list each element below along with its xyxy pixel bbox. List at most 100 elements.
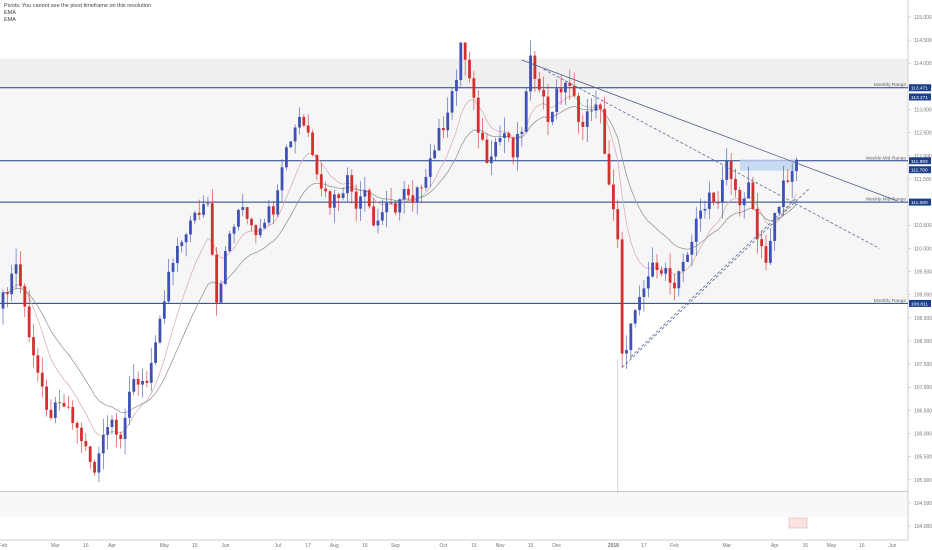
level-price-tag-text: 111.000 [911,200,928,206]
candle-body [777,206,781,213]
candle-body [1,292,5,309]
range-fill [0,87,908,304]
candle-body [263,222,266,229]
candle-body [250,218,253,226]
candle-body [782,180,785,207]
candle-body [524,91,528,132]
candle-body [424,176,428,188]
candle-body [219,283,223,303]
candle-body [167,271,171,302]
candle-body [520,131,524,134]
candle-body [5,292,9,295]
candle-body [363,190,367,197]
candle-body [694,218,698,242]
candle-body [32,337,35,356]
candle-body [324,188,328,192]
time-tick-label: 17 [641,543,647,549]
candle-body [372,206,375,226]
time-tick-label: 15 [528,543,534,549]
candle-body [128,391,131,418]
trendline [521,59,897,202]
candle-body [193,212,197,221]
candle-body [668,268,672,283]
price-tick-label: 108.000 [914,339,932,345]
candle-body [319,174,323,189]
pivots-legend-text: Pivots: You cannot see the pivot timefra… [4,3,152,9]
candle-body [171,263,175,272]
candle-body [27,306,31,338]
price-tick-label: 106.500 [914,408,932,414]
candle-body [45,386,48,410]
candle-body [101,434,105,454]
candle-body [80,427,83,442]
candle-body [258,228,262,236]
candle-body [106,427,110,435]
candle-body [267,206,271,223]
ema-legend-2: EMA [4,17,16,23]
candle-body [254,225,258,236]
time-tick-label: 17 [305,543,311,549]
candle-body [646,276,650,289]
event-badge [788,517,808,529]
price-tick-label: 115.000 [914,15,932,21]
candle-body [271,206,275,215]
level-price-tag-text: 111.893 [911,159,928,165]
candle-body [577,95,580,122]
candle-body [468,59,471,79]
candle-body [550,111,554,122]
candle-body [664,268,668,274]
candle-body [315,154,319,175]
time-tick-label: Nov [496,543,505,549]
level-label: Weekly Mid-Range [866,197,907,203]
time-tick-label: 16 [83,543,89,549]
level-label: Monthly Range [874,82,907,88]
candle-body [790,171,794,182]
candle-body [511,137,515,158]
price-tick-label: 110.000 [914,246,932,252]
candle-body [58,402,62,404]
candle-body [62,402,66,407]
price-tick-label: 112.000 [914,154,932,160]
time-tick-label: Jun [888,543,896,549]
candle-body [49,409,53,418]
candle-body [629,323,633,351]
price-tag [909,166,931,174]
candle-body [328,191,332,208]
candle-body [197,212,201,215]
candle-body [332,194,336,208]
candle-body [420,187,423,189]
trendline-dashed [621,187,810,368]
candle-body [472,78,476,98]
candle-body [341,193,345,198]
time-tick-label: Feb [0,543,8,549]
level-price-tag [909,198,931,206]
candle-body [742,198,746,206]
candle-body [280,167,284,191]
candle-body [686,254,689,262]
candle-body [590,110,593,112]
candle-body [564,82,567,93]
candle-body [463,42,467,60]
candle-body [516,133,519,158]
time-tick-label: 2018 [608,543,619,549]
candle-body [394,203,397,213]
candle-body [245,207,249,219]
candle-body [721,179,724,203]
candle-body [673,282,676,289]
candle-body [389,202,393,204]
time-tick-label: 16 [802,543,808,549]
candle-body [36,355,40,373]
candle-body [729,161,733,179]
trendline-dashed [630,197,797,357]
level-price-tag [909,157,931,165]
candle-body [581,121,585,127]
candle-body [136,379,140,385]
candle-body [712,192,716,203]
candle-body [215,254,219,303]
time-tick-label: Apr [771,543,779,549]
ema-legend-1: EMA [4,10,16,16]
level-price-tag-text: 108.811 [911,301,928,307]
candle-body [446,112,450,131]
level-price-tag [909,299,931,307]
